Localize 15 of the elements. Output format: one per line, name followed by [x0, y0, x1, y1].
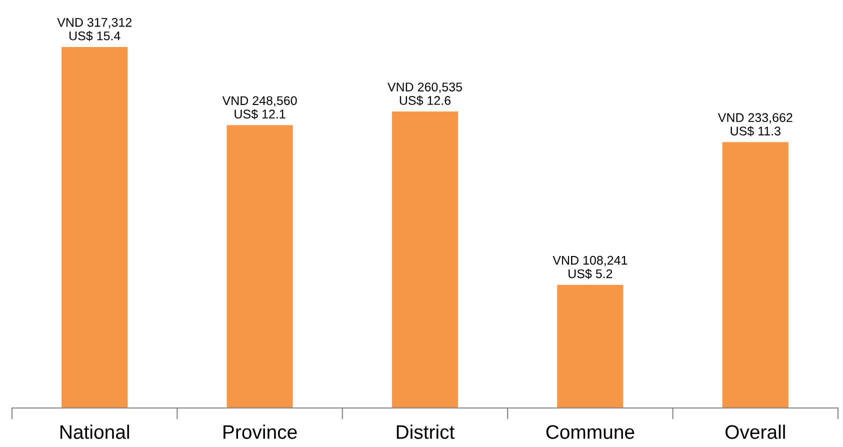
- data-label: VND 317,312 US$ 15.4: [57, 18, 132, 42]
- x-tick-label: National: [60, 424, 129, 439]
- x-tick-label: Commune: [546, 425, 634, 439]
- bar: [722, 142, 788, 408]
- data-label: VND 233,662 US$ 11.3: [718, 113, 792, 136]
- x-tick-label: Overall: [726, 424, 785, 439]
- bar: [392, 112, 458, 408]
- bar: [62, 46, 128, 408]
- data-label: VND 108,241 US$ 5.2: [552, 256, 628, 279]
- data-label: VND 248,560 US$ 12.1: [222, 96, 297, 120]
- bar: [226, 125, 293, 408]
- data-label: VND 260,535 US$ 12.6: [388, 82, 462, 106]
- bar: [557, 284, 624, 408]
- x-tick-label: Province: [224, 424, 297, 439]
- x-tick-label: District: [396, 424, 455, 439]
